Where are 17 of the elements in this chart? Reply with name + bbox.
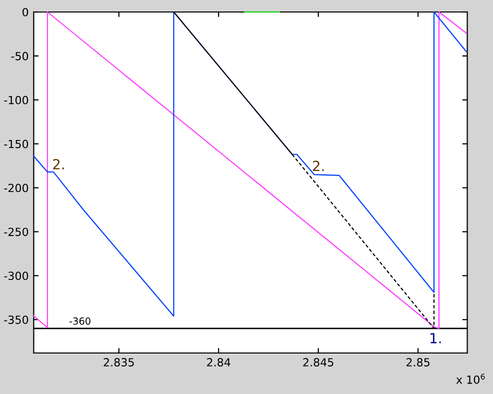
y-tick-label: 0 <box>22 8 28 16</box>
y-tick-label: -350 <box>4 316 28 324</box>
x-tick-label: 2.85 <box>406 358 430 366</box>
y-tick-label: -150 <box>4 140 28 148</box>
x-tick-label: 2.835 <box>104 358 134 366</box>
ref-line-label: -360 <box>69 317 90 325</box>
annotation: 2. <box>53 158 64 170</box>
x-tick-label: 2.84 <box>207 358 230 366</box>
y-tick-label: -50 <box>11 52 28 60</box>
y-tick-label: -200 <box>4 184 28 192</box>
x-tick-label: 2.845 <box>303 358 334 366</box>
y-tick-label: -250 <box>4 228 28 236</box>
annotation: 2. <box>312 160 324 171</box>
annotation: 1. <box>430 333 441 344</box>
text: x 10$^{6}$ <box>456 374 485 384</box>
y-tick-label: -300 <box>4 272 28 280</box>
y-tick-label: -100 <box>4 96 28 104</box>
